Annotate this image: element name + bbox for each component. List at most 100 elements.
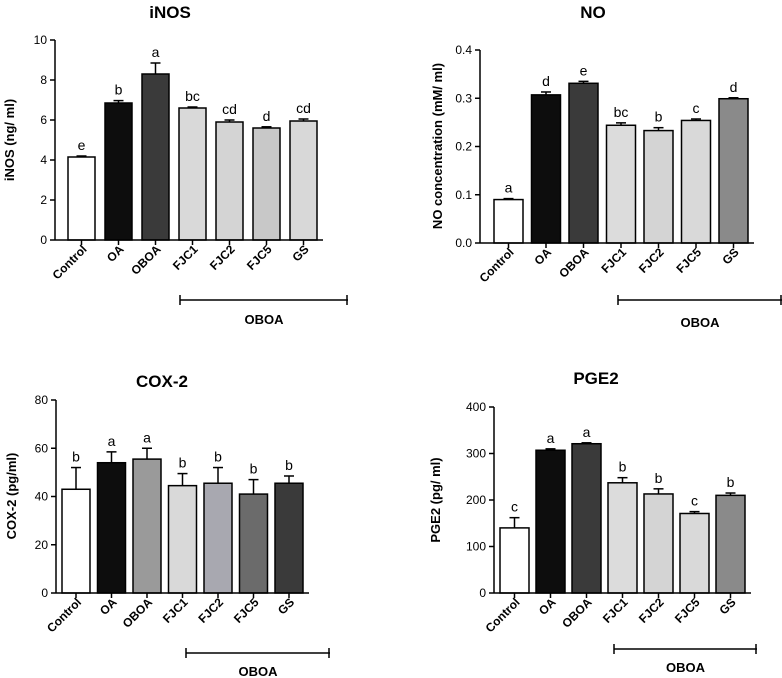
y-tick-label: 0.1 [455, 188, 472, 202]
bar-oboa [568, 82, 599, 244]
significance-label: bc [185, 88, 200, 104]
y-tick-label: 2 [40, 193, 47, 207]
bar-oa [535, 449, 566, 594]
bar-gs [718, 97, 749, 244]
x-tick-label: FJC2 [207, 242, 238, 273]
x-tick-label: Control [50, 242, 90, 282]
bar-oa [96, 461, 127, 594]
y-tick-label: 400 [466, 400, 486, 414]
x-tick-label: GS [716, 595, 738, 617]
x-tick-label: OBOA [128, 242, 164, 278]
bar-fjc2 [203, 482, 233, 594]
bar-control [499, 527, 530, 594]
group-label: OBOA [681, 315, 721, 330]
significance-label: e [580, 62, 588, 78]
x-tick-label: FJC5 [672, 595, 703, 626]
bar-control [67, 156, 96, 241]
y-tick-label: 4 [40, 153, 47, 167]
significance-label: b [250, 461, 258, 477]
significance-label: a [108, 433, 116, 449]
x-tick-label: FJC1 [598, 245, 629, 276]
x-tick-label: Control [477, 245, 517, 285]
y-tick-label: 0.0 [455, 236, 472, 250]
y-tick-label: 40 [35, 490, 49, 504]
bar-oboa [571, 442, 602, 594]
significance-label: d [730, 79, 738, 95]
significance-label: b [655, 109, 663, 125]
bar-gs [289, 120, 318, 241]
bar-fjc1 [605, 124, 637, 244]
chart-title: PGE2 [573, 369, 618, 388]
significance-label: b [72, 449, 80, 465]
significance-label: cd [296, 100, 311, 116]
x-tick-label: OBOA [120, 595, 156, 631]
y-tick-label: 300 [466, 447, 486, 461]
significance-label: a [583, 424, 591, 440]
y-tick-label: 200 [466, 493, 486, 507]
x-tick-label: OBOA [559, 595, 595, 631]
x-tick-label: FJC5 [673, 245, 704, 276]
x-tick-label: OA [536, 595, 559, 618]
bar-fjc1 [178, 107, 207, 241]
significance-label: b [619, 459, 627, 475]
y-axis-label: iNOS (ng/ ml) [2, 99, 17, 181]
bar-fjc2 [643, 129, 674, 244]
bar-gs [274, 482, 304, 594]
chart-title: COX-2 [136, 372, 188, 391]
bar-oa [104, 102, 133, 241]
y-axis-label: NO concentration (mM/ ml) [430, 63, 445, 229]
bar-fjc2 [643, 493, 674, 594]
x-tick-label: FJC5 [231, 595, 262, 626]
y-tick-label: 0.2 [455, 140, 472, 154]
x-tick-label: GS [719, 245, 741, 267]
x-tick-label: FJC1 [160, 595, 191, 626]
significance-label: a [505, 180, 513, 196]
group-label: OBOA [239, 664, 279, 678]
x-tick-label: OA [97, 595, 120, 618]
group-label: OBOA [666, 660, 706, 675]
significance-label: cd [222, 101, 237, 117]
significance-label: e [78, 137, 86, 153]
bar-oa [530, 94, 562, 244]
bar-fjc5 [252, 127, 281, 241]
significance-label: b [115, 82, 123, 98]
x-tick-label: FJC5 [244, 242, 275, 273]
y-axis-label: PGE2 (pg/ ml) [428, 457, 443, 542]
bar-oboa [132, 458, 162, 594]
x-tick-label: OA [104, 242, 127, 265]
significance-label: bc [614, 104, 629, 120]
significance-label: c [511, 499, 518, 515]
significance-label: b [285, 457, 293, 473]
significance-label: b [655, 470, 663, 486]
chart-no: NO NO concentration (mM/ ml) 0.0 0.1 0.2 0.3 0… [430, 3, 782, 330]
bar-fjc5 [238, 493, 269, 594]
group-label: OBOA [245, 312, 285, 327]
x-tick-label: FJC2 [636, 245, 667, 276]
x-tick-label: FJC1 [600, 595, 631, 626]
bar-fjc1 [167, 484, 198, 594]
bar-fjc5 [679, 512, 710, 594]
x-tick-label: FJC2 [195, 595, 226, 626]
x-tick-label: OA [531, 245, 554, 268]
x-tick-label: GS [289, 242, 311, 264]
significance-label: b [214, 449, 222, 465]
y-axis-label: COX-2 (pg/ml) [4, 453, 19, 540]
chart-cox-2: COX-2 COX-2 (pg/ml) 0 20 40 60 80 b Control a OA a O… [4, 372, 330, 678]
y-tick-label: 8 [40, 73, 47, 87]
x-tick-label: Control [44, 595, 84, 635]
y-tick-label: 0 [479, 586, 486, 600]
bar-fjc1 [607, 482, 638, 594]
y-tick-label: 0.3 [455, 91, 472, 105]
significance-label: b [727, 474, 735, 490]
y-tick-label: 80 [35, 393, 49, 407]
y-tick-label: 20 [35, 538, 49, 552]
significance-label: d [263, 108, 271, 124]
y-tick-label: 60 [35, 441, 49, 455]
significance-label: d [542, 73, 550, 89]
bar-control [61, 488, 91, 594]
significance-label: a [143, 429, 151, 445]
chart-title: NO [580, 3, 606, 22]
y-tick-label: 10 [34, 33, 48, 47]
significance-label: a [152, 44, 160, 60]
